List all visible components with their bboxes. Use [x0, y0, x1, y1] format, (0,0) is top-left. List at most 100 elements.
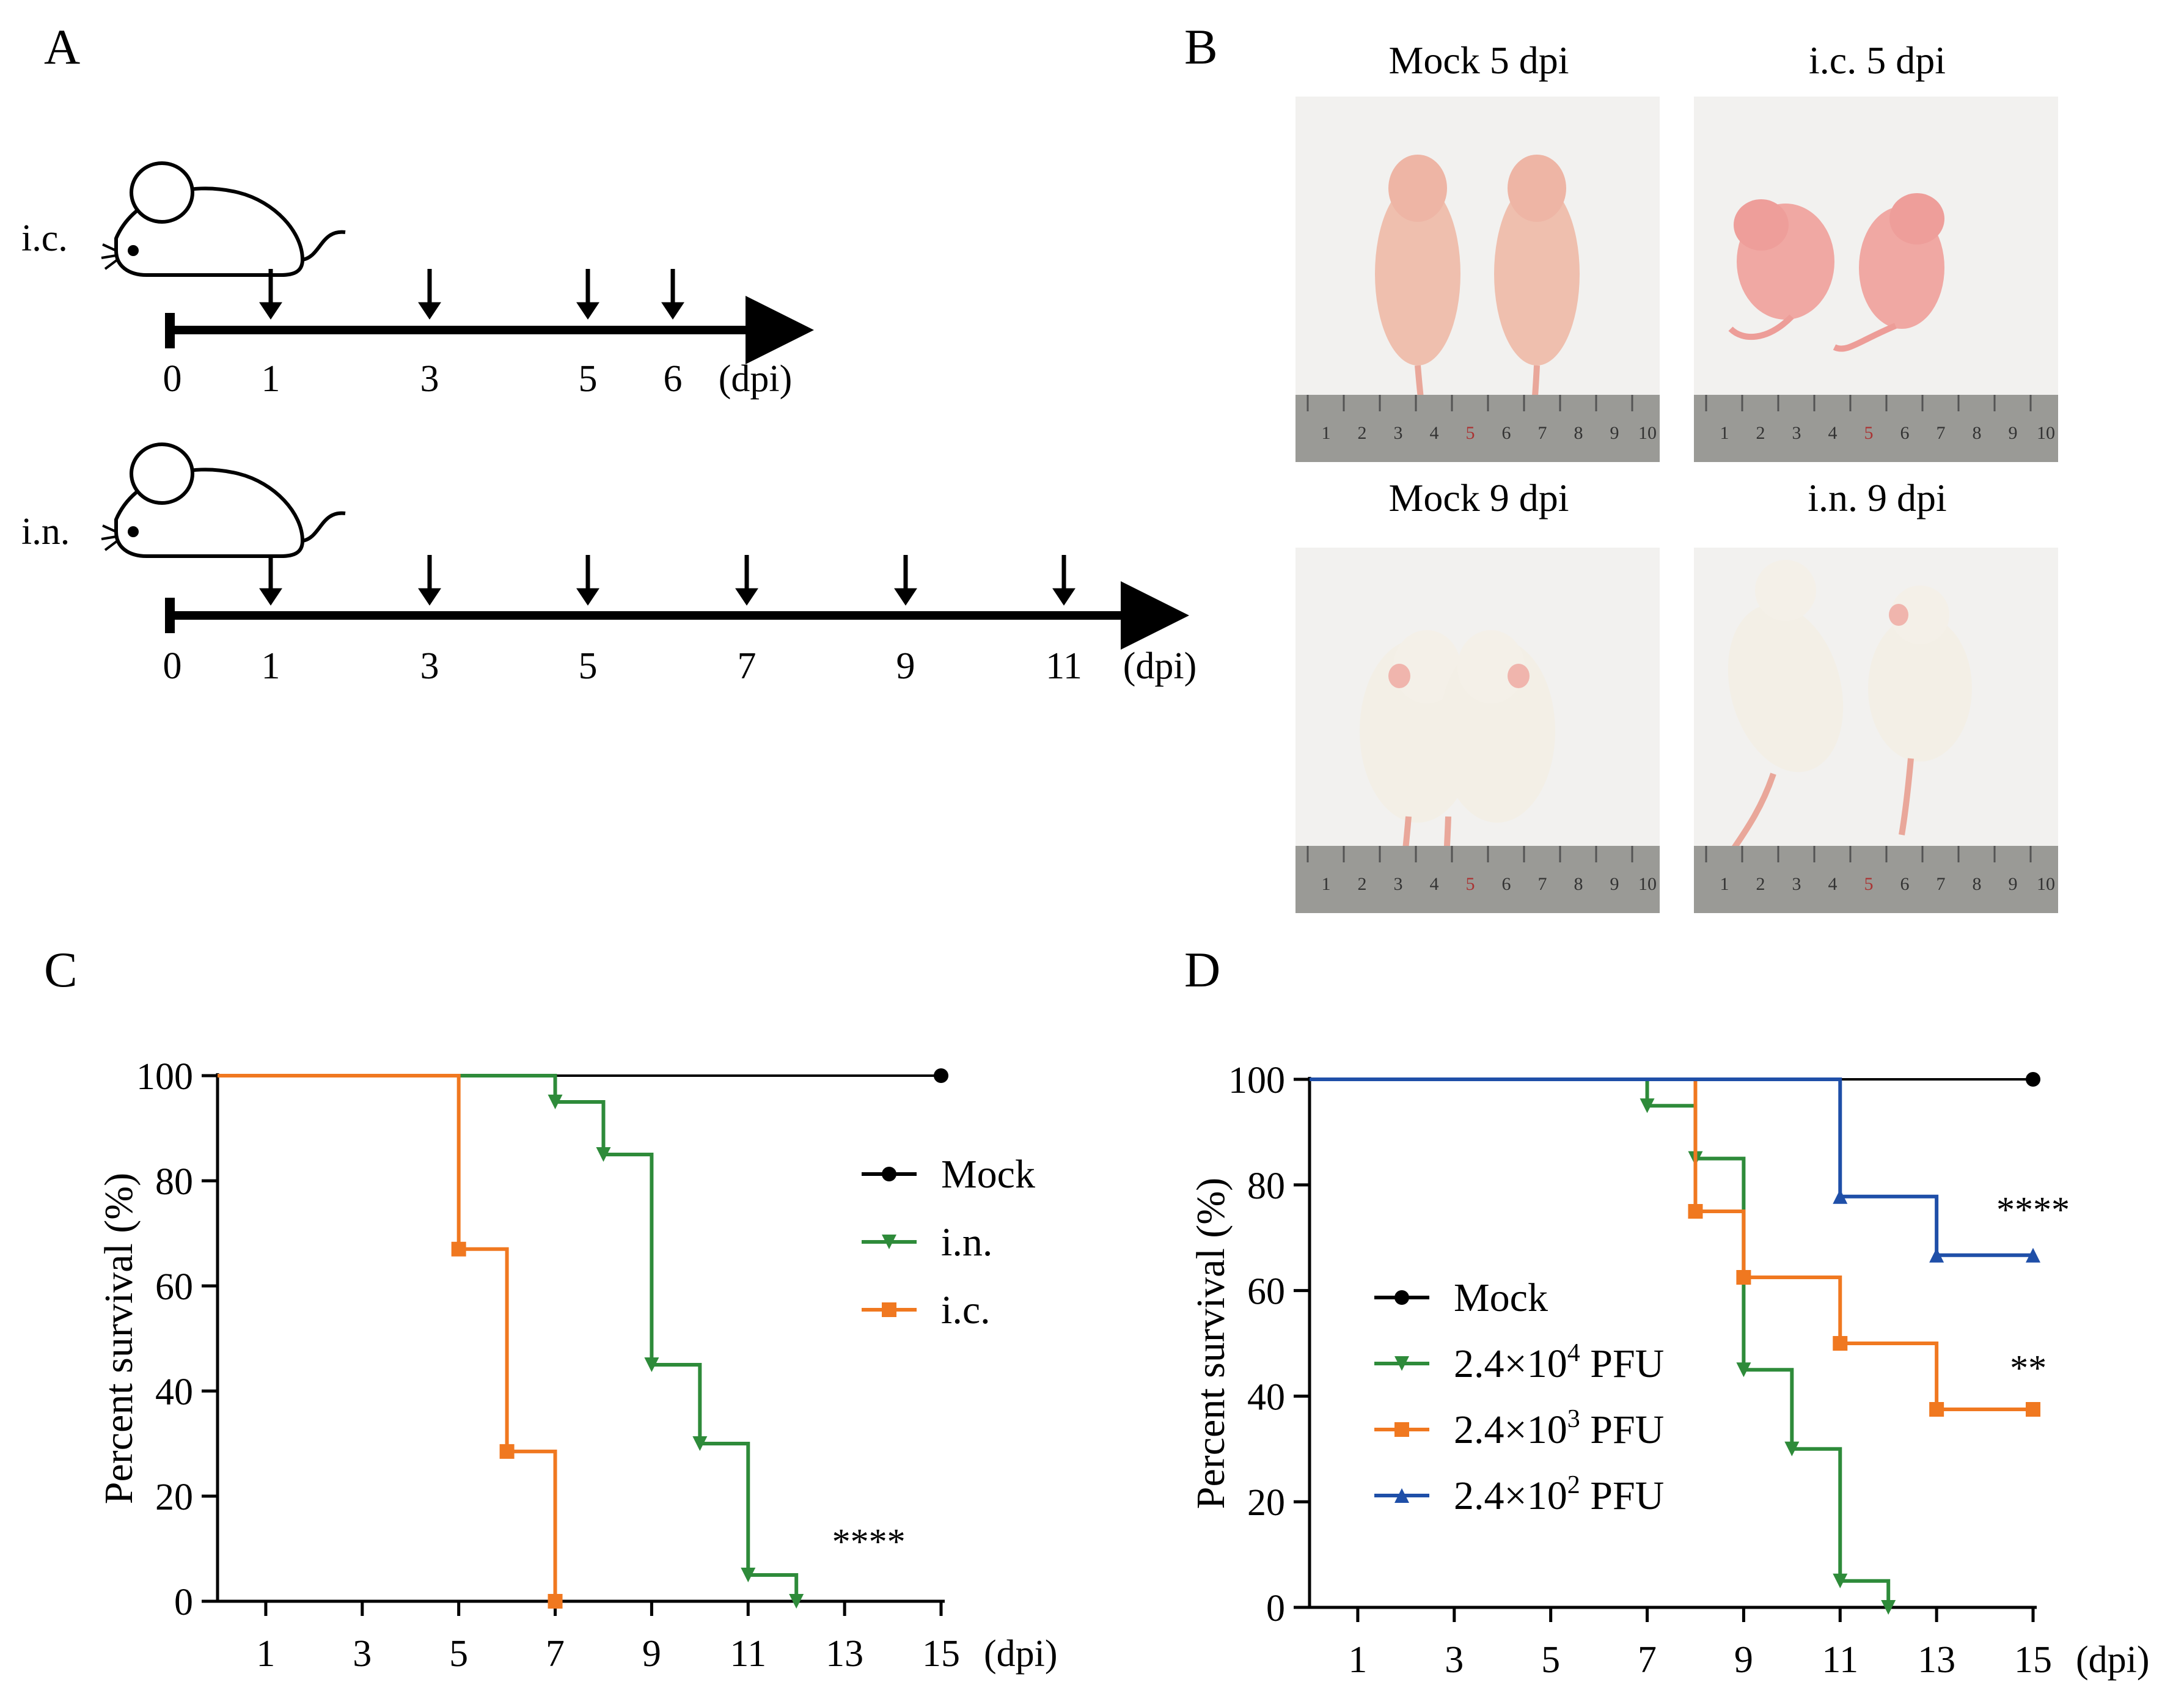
route-in-tick-5: 9 [896, 645, 915, 687]
ruler-number: 4 [1828, 423, 1838, 443]
data-point [548, 1095, 563, 1109]
route-ic-arrows [259, 269, 684, 320]
photo-title-ic-5: i.c. 5 dpi [1809, 39, 1946, 82]
y-tick-label: 80 [155, 1161, 193, 1203]
data-point [1784, 1441, 1800, 1456]
y-tick-label: 0 [1266, 1588, 1285, 1629]
legend-label: i.c. [941, 1288, 991, 1332]
legend-label: i.n. [941, 1220, 992, 1265]
route-in-tick-2: 3 [420, 645, 439, 687]
ruler-number: 2 [1756, 423, 1765, 443]
route-in-arrows [259, 555, 1076, 606]
x-tick-label: 13 [1918, 1639, 1955, 1681]
ruler-number: 3 [1792, 874, 1801, 894]
ruler-number: 8 [1574, 874, 1583, 894]
data-point [451, 1241, 466, 1257]
x-tick-label: 1 [1348, 1639, 1367, 1681]
x-tick-label: 3 [353, 1633, 372, 1675]
ruler-number: 5 [1466, 874, 1475, 894]
legend: Mock 2.4×104 PFU 2.4×103 PFU 2.4×102 PFU [1374, 1276, 1664, 1518]
ruler-number: 8 [1574, 423, 1583, 443]
data-point [644, 1357, 659, 1372]
y-tick-label: 0 [174, 1582, 193, 1623]
ruler-number: 9 [2009, 874, 2018, 894]
series-i-c- [218, 1074, 563, 1609]
y-tick-label: 60 [1247, 1271, 1285, 1313]
route-in-label: i.n. [21, 511, 70, 552]
ruler-number: 6 [1900, 423, 1910, 443]
legend-item: Mock [1374, 1276, 1548, 1320]
panel-label-b: B [1184, 19, 1218, 75]
ruler-number: 2 [1358, 423, 1367, 443]
photo-title-in-9: i.n. 9 dpi [1808, 476, 1947, 519]
data-point [1881, 1600, 1896, 1615]
route-ic-tick-3: 5 [579, 358, 598, 400]
ruler-number: 10 [1638, 423, 1657, 443]
route-ic-label: i.c. [21, 218, 68, 259]
data-point [548, 1594, 563, 1609]
legend: Mock i.n. i.c. [862, 1152, 1035, 1332]
route-in: i.n. 0 1 3 5 7 9 11 (dpi) [21, 444, 1196, 687]
x-tick-label: 13 [826, 1633, 863, 1675]
mouse-icon-ic [101, 163, 345, 275]
series-i-n- [218, 1074, 804, 1609]
ruler-number: 1 [1720, 423, 1729, 443]
ruler-number: 9 [2009, 423, 2018, 443]
data-point [1688, 1204, 1703, 1219]
photo-in-9: 1 2 3 4 5 6 7 8 9 10 [1694, 548, 2058, 913]
ruler-ticks [1306, 846, 1633, 862]
y-axis-label: Percent survival (%) [97, 1173, 141, 1504]
ruler-number: 1 [1322, 874, 1331, 894]
x-tick-label: 1 [256, 1633, 275, 1675]
legend-item: 2.4×103 PFU [1374, 1405, 1664, 1452]
data-point [1833, 1336, 1848, 1351]
legend-marker [882, 1235, 896, 1249]
legend-label: 2.4×103 PFU [1454, 1405, 1664, 1452]
y-tick-label: 100 [136, 1056, 193, 1098]
y-axis-label: Percent survival (%) [1189, 1178, 1233, 1509]
data-point [789, 1594, 804, 1609]
ruler-number: 8 [1973, 423, 1982, 443]
route-ic-tick-4: 6 [664, 358, 683, 400]
legend-marker [1394, 1422, 1409, 1437]
legend-item: 2.4×102 PFU [1374, 1471, 1664, 1518]
data-point [1736, 1270, 1751, 1285]
panel-a-schematic: i.c. 0 1 3 5 6 (dpi) i.n. [21, 0, 1196, 687]
significance-annotation: ** [2010, 1348, 2047, 1388]
legend-marker [1394, 1488, 1409, 1503]
ruler-number: 4 [1828, 874, 1838, 894]
route-in-tick-1: 1 [262, 645, 280, 687]
photo-title-mock-5: Mock 5 dpi [1388, 39, 1569, 82]
route-in-tick-4: 7 [738, 645, 757, 687]
ruler-number: 7 [1538, 423, 1547, 443]
ruler-number: 4 [1430, 874, 1439, 894]
ruler-number: 7 [1937, 423, 1946, 443]
legend-item: Mock [862, 1152, 1035, 1197]
ruler-number: 6 [1900, 874, 1910, 894]
legend-marker [882, 1167, 896, 1181]
photo-title-mock-9: Mock 9 dpi [1388, 476, 1569, 519]
y-tick-label: 40 [155, 1371, 193, 1413]
x-tick-label: 11 [1822, 1639, 1858, 1681]
data-point [2026, 1247, 2040, 1263]
legend-marker [1394, 1356, 1409, 1371]
ruler-number: 10 [2037, 874, 2055, 894]
legend-label: 2.4×102 PFU [1454, 1471, 1664, 1518]
y-tick-label: 80 [1247, 1166, 1285, 1207]
data-point [1929, 1402, 1944, 1417]
ruler-number: 7 [1937, 874, 1946, 894]
x-tick-label: 7 [1638, 1639, 1657, 1681]
data-point [1833, 1573, 1848, 1588]
x-tick-label: 9 [642, 1633, 661, 1675]
ruler-ticks [1705, 395, 2032, 411]
x-tick-label: 15 [2014, 1639, 2052, 1681]
legend-item: i.n. [862, 1220, 992, 1265]
x-tick-label: 5 [1541, 1639, 1560, 1681]
y-tick-label: 60 [155, 1266, 193, 1308]
legend-label: 2.4×104 PFU [1454, 1339, 1664, 1386]
legend-label: Mock [941, 1152, 1035, 1197]
route-in-tick-3: 5 [579, 645, 598, 687]
data-point [1736, 1362, 1751, 1378]
y-tick-label: 20 [155, 1477, 193, 1518]
